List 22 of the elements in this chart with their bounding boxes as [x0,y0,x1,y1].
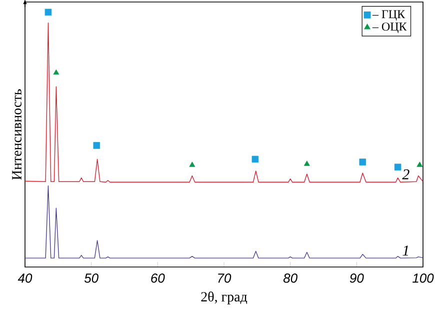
point [189,162,196,167]
legend-label: – ГЦК [372,10,406,21]
x-tick-label: 70 [218,274,232,283]
point [416,162,423,167]
point [44,8,52,16]
x-tick-label: 100 [412,274,434,283]
point [93,142,100,149]
point [359,158,366,166]
point [304,160,310,166]
x-tick-label: 80 [283,274,298,283]
x-axis-title: 2θ, град [201,292,248,304]
x-tick-label: 50 [84,274,98,283]
x-tick-label: 40 [18,274,32,283]
x-tick-label: 60 [151,274,165,283]
legend-label: – ОЦК [372,22,407,34]
y-axis-title: Интенсивность [12,89,22,180]
point [53,69,60,75]
point [252,156,259,163]
series-label: 1 [402,246,408,256]
x-tick-label: 90 [350,274,364,283]
point [394,164,402,171]
series-label: 2 [402,169,410,180]
